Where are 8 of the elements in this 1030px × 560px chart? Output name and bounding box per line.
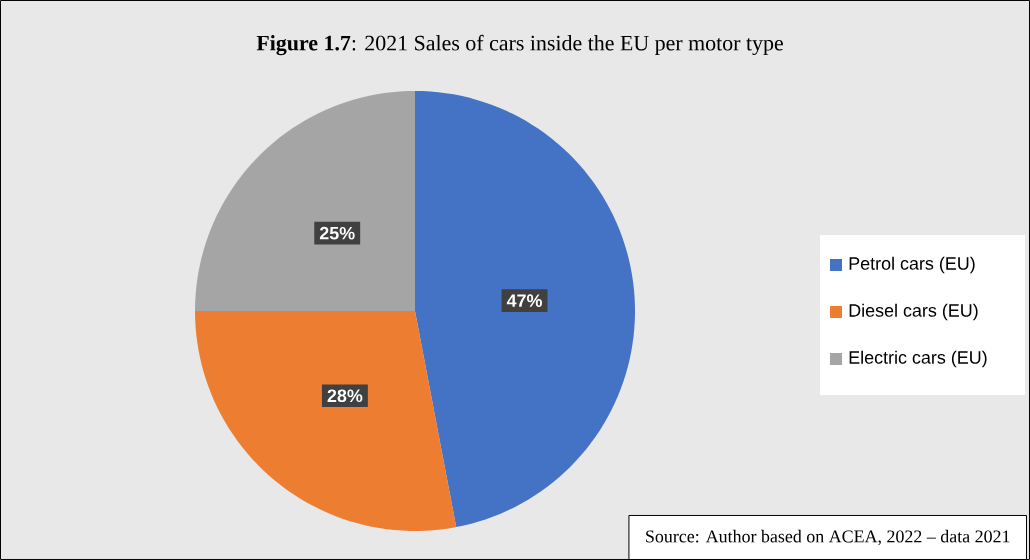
data-label: 25%	[319, 226, 355, 240]
legend-label: Electric cars (EU)	[849, 350, 987, 368]
chart-title: Figure 1.7: 2021 Sales of cars inside the EU per motor type	[256, 34, 783, 56]
data-label: 47%	[506, 294, 542, 307]
data-label: 28%	[327, 389, 363, 403]
legend-label: Petrol cars (EU)	[849, 256, 975, 274]
source-note: Source: Author based on ACEA, 2022 – data 2021	[646, 529, 1010, 546]
legend-label: Diesel cars (EU)	[849, 303, 978, 321]
